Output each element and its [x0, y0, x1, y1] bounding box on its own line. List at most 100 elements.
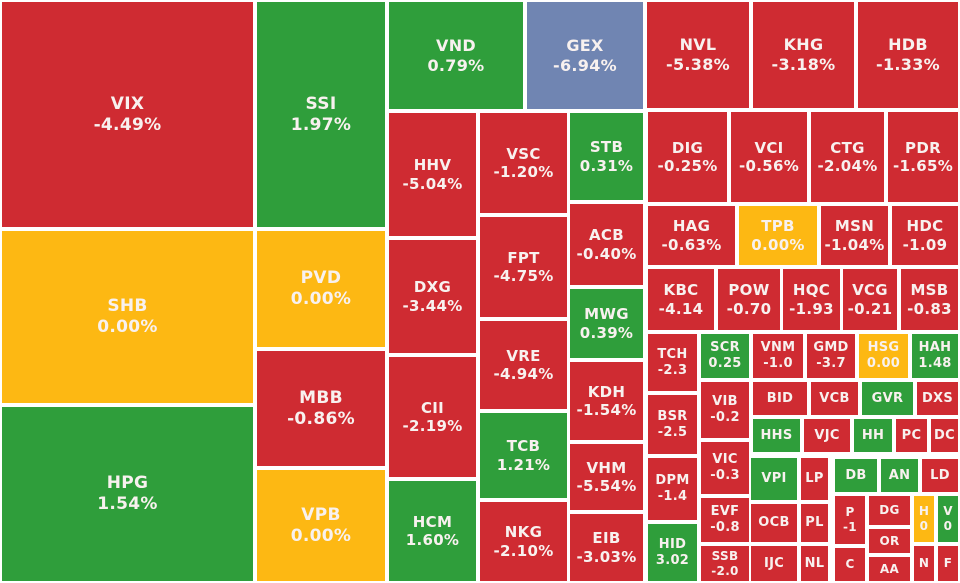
cell-ticker: F [943, 556, 953, 571]
cell-evf[interactable]: EVF -0.8 [701, 498, 749, 542]
cell-ticker: LP [805, 471, 824, 487]
cell-pdr[interactable]: PDR -1.65% [888, 112, 958, 202]
cell-vci[interactable]: VCI -0.56% [731, 112, 807, 202]
cell-ticker: MSB [910, 281, 949, 300]
cell-ticker: CII [420, 398, 445, 417]
cell-fpt[interactable]: FPT -4.75% [480, 217, 567, 317]
cell-mbb[interactable]: MBB -0.86% [257, 351, 385, 466]
cell-dxg[interactable]: DXG -3.44% [389, 240, 476, 353]
cell-hpg[interactable]: HPG 1.54% [2, 407, 253, 581]
cell-nvl[interactable]: NVL -5.38% [647, 2, 749, 108]
cell-eib[interactable]: EIB -3.03% [570, 514, 643, 581]
cell-ssi[interactable]: SSI 1.97% [257, 2, 385, 227]
cell-an[interactable]: AN [881, 459, 918, 492]
cell-vjc[interactable]: VJC [804, 419, 850, 452]
cell-f[interactable]: F [938, 546, 958, 581]
cell-ticker: DG [879, 503, 900, 518]
cell-ticker: AN [888, 467, 911, 483]
cell-mwg[interactable]: MWG 0.39% [570, 289, 643, 358]
cell-vsc[interactable]: VSC -1.20% [480, 113, 567, 213]
cell-tpb[interactable]: TPB 0.00% [739, 206, 817, 265]
cell-pow[interactable]: POW -0.70 [718, 269, 780, 330]
cell-or[interactable]: OR [869, 529, 910, 553]
cell-value: 1.60% [405, 531, 460, 549]
cell-pl[interactable]: PL [801, 504, 828, 542]
cell-value: -0.40% [576, 244, 637, 263]
cell-hdc[interactable]: HDC -1.09 [892, 206, 958, 265]
cell-nkg[interactable]: NKG -2.10% [480, 502, 567, 581]
cell-gmd[interactable]: GMD -3.7 [807, 334, 855, 378]
cell-hh[interactable]: HH [854, 419, 892, 452]
cell-vic[interactable]: VIC -0.3 [701, 442, 749, 494]
cell-hag[interactable]: HAG -0.63% [648, 206, 735, 265]
cell-vix[interactable]: VIX -4.49% [2, 2, 253, 227]
cell-tcb[interactable]: TCB 1.21% [480, 413, 567, 498]
cell-pvd[interactable]: PVD 0.00% [257, 231, 385, 347]
cell-gex[interactable]: GEX -6.94% [527, 2, 643, 109]
cell-ticker: PC [901, 427, 922, 443]
cell-vhm[interactable]: VHM -5.54% [570, 444, 643, 510]
cell-vpb[interactable]: VPB 0.00% [257, 470, 385, 581]
cell-p[interactable]: P -1 [835, 496, 865, 544]
cell-dig[interactable]: DIG -0.25% [648, 112, 727, 202]
cell-value: -0.8 [710, 520, 740, 535]
cell-kdh[interactable]: KDH -1.54% [570, 362, 643, 440]
cell-kbc[interactable]: KBC -4.14 [648, 269, 714, 330]
cell-cii[interactable]: CII -2.19% [389, 357, 476, 477]
cell-lp[interactable]: LP [801, 458, 828, 500]
cell-nl[interactable]: NL [801, 546, 828, 581]
cell-ticker: SHB [107, 296, 148, 317]
cell-pc[interactable]: PC [896, 419, 927, 452]
cell-ocb[interactable]: OCB [751, 504, 797, 542]
cell-ticker: FPT [507, 248, 540, 267]
cell-hah[interactable]: HAH 1.48 [912, 334, 958, 378]
cell-db[interactable]: DB [835, 459, 877, 492]
cell-n[interactable]: N [914, 546, 934, 581]
cell-khg[interactable]: KHG -3.18% [753, 2, 854, 108]
cell-hsg[interactable]: HSG 0.00 [859, 334, 908, 378]
cell-hid[interactable]: HID 3.02 [648, 524, 697, 581]
cell-hqc[interactable]: HQC -1.93 [783, 269, 840, 330]
cell-value: 0 [943, 519, 953, 533]
cell-ijc[interactable]: IJC [751, 546, 797, 581]
cell-vpi[interactable]: VPI [751, 458, 797, 500]
cell-vnd[interactable]: VND 0.79% [389, 2, 523, 109]
cell-hhv[interactable]: HHV -5.04% [389, 113, 476, 236]
cell-hhs[interactable]: HHS [753, 419, 800, 452]
cell-tch[interactable]: TCH -2.3 [648, 334, 697, 391]
cell-ctg[interactable]: CTG -2.04% [811, 112, 884, 202]
cell-ticker: HSG [867, 340, 900, 356]
cell-ticker: V [943, 504, 953, 519]
cell-gvr[interactable]: GVR [862, 382, 913, 415]
cell-ld[interactable]: LD [922, 459, 958, 492]
cell-value: 1.97% [290, 114, 352, 135]
cell-hdb[interactable]: HDB -1.33% [858, 2, 958, 108]
cell-vcb[interactable]: VCB [811, 382, 858, 415]
cell-shb[interactable]: SHB 0.00% [2, 231, 253, 403]
cell-value: -1.54% [576, 401, 637, 419]
cell-acb[interactable]: ACB -0.40% [570, 204, 643, 285]
cell-stb[interactable]: STB 0.31% [570, 113, 643, 200]
cell-vre[interactable]: VRE -4.94% [480, 321, 567, 409]
cell-dc[interactable]: DC [931, 419, 958, 452]
cell-value: -1 [843, 520, 857, 534]
cell-scr[interactable]: SCR 0.25 [701, 334, 749, 378]
cell-msb[interactable]: MSB -0.83 [901, 269, 958, 330]
cell-vib[interactable]: VIB -0.2 [701, 382, 749, 438]
cell-bid[interactable]: BID [753, 382, 807, 415]
cell-ticker: MSN [834, 217, 875, 236]
cell-aa[interactable]: AA [869, 557, 910, 581]
cell-ssb[interactable]: SSB -2.0 [701, 546, 749, 581]
cell-dpm[interactable]: DPM -1.4 [648, 458, 697, 520]
cell-vcg[interactable]: VCG -0.21 [843, 269, 897, 330]
cell-dg[interactable]: DG [869, 496, 910, 525]
cell-dxs[interactable]: DXS [917, 382, 958, 415]
cell-hcm[interactable]: HCM 1.60% [389, 481, 476, 581]
cell-msn[interactable]: MSN -1.04% [821, 206, 888, 265]
cell-ticker: BID [766, 390, 794, 406]
cell-vnm[interactable]: VNM -1.0 [753, 334, 803, 378]
cell-c[interactable]: C [835, 548, 865, 581]
cell-bsr[interactable]: BSR -2.5 [648, 395, 697, 454]
